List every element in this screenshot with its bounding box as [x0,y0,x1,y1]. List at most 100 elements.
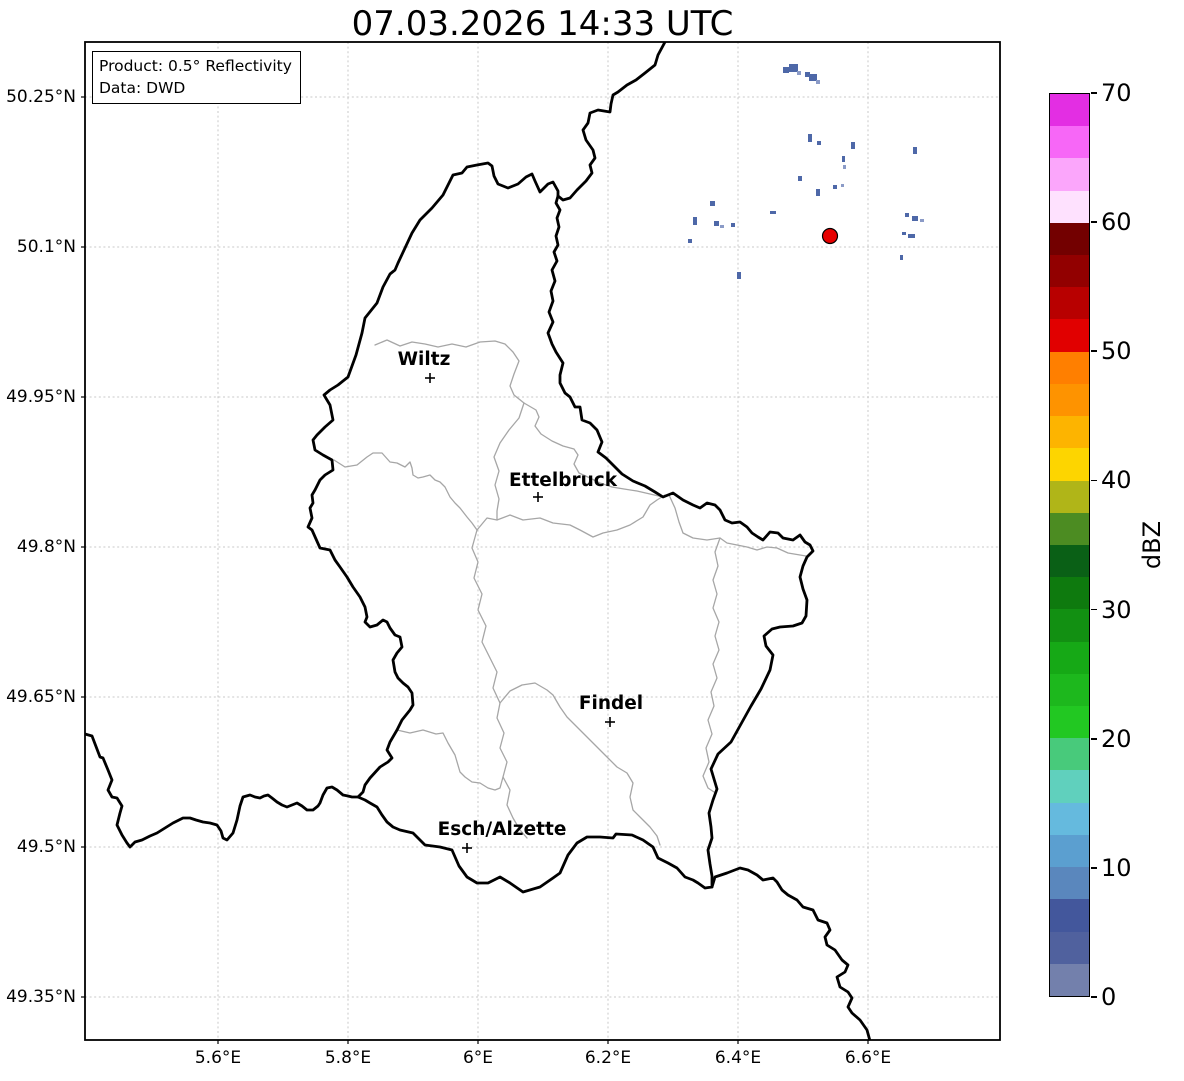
canton-borders [333,339,807,846]
canton-border [493,402,525,521]
canton-border [374,339,664,498]
radar-echo-pixel [789,64,798,72]
radar-echoes [688,64,924,279]
radar-echo-pixel [731,223,735,227]
product-info-box: Product: 0.5° Reflectivity Data: DWD [92,51,301,104]
grid-lines [85,42,1000,1040]
radar-echo-pixel [841,184,844,187]
radar-echo-pixel [805,72,810,77]
canton-border [333,452,478,531]
radar-echo-pixel [770,211,776,214]
colorbar-tick-mark [1091,221,1097,223]
radar-echo-pixel [842,156,845,162]
colorbar-tick-mark [1091,92,1097,94]
colorbar-segment [1050,609,1089,642]
luxembourg-border [306,161,815,894]
country-borders [85,42,872,1040]
colorbar-segment [1050,190,1089,223]
colorbar-tick-mark [1091,996,1097,998]
colorbar-tick-label: 10 [1101,853,1132,882]
radar-echo-pixel [783,67,789,73]
radar-echo-pixel [710,201,715,206]
colorbar-segment [1050,448,1089,481]
colorbar-tick-label: 60 [1101,208,1132,237]
colorbar-segment [1050,93,1089,127]
canton-border [702,537,721,793]
axis-tick-marks [81,96,869,1044]
radar-echo-pixel [797,71,801,75]
radar-echo-pixel [714,221,719,226]
y-tick-label: 49.95°N [6,387,76,407]
y-tick-label: 49.35°N [6,987,76,1007]
colorbar-segment [1050,351,1089,384]
y-tick-label: 49.5°N [16,837,76,857]
y-tick-label: 49.8°N [16,537,76,557]
radar-echo-pixel [720,225,724,228]
radar-echo-pixel [902,232,906,235]
canton-border [471,529,528,839]
product-info-line2: Data: DWD [99,79,186,97]
radar-echo-pixel [688,239,692,243]
colorbar-segment [1050,512,1089,545]
colorbar-tick-mark [1091,737,1097,740]
city-label: Findel [578,693,644,714]
x-tick-label: 5.8°E [324,1048,372,1068]
canton-border [476,494,666,538]
radar-echo-pixel [817,141,821,145]
colorbar-segment [1050,834,1089,868]
colorbar-segment [1050,802,1089,835]
radar-echo-pixel [920,219,924,222]
city-label: Wiltz [397,349,451,370]
colorbar-segment [1050,931,1089,964]
radar-echo-pixel [833,185,837,189]
colorbar-tick-mark [1091,350,1097,353]
radar-echo-pixel [905,213,909,217]
product-info-line1: Product: 0.5° Reflectivity [99,57,292,75]
canton-border [499,682,661,846]
colorbar-segment [1050,899,1089,932]
radar-echo-pixel [908,234,915,238]
colorbar-segment [1050,287,1089,320]
colorbar-segment [1050,641,1089,674]
city-markers [425,373,615,853]
radar-site-marker [821,227,839,245]
colorbar-segment [1050,706,1089,739]
colorbar-tick-label: 50 [1101,337,1132,366]
colorbar-segment [1050,254,1089,288]
radar-echo-pixel [912,216,918,221]
colorbar-segment [1050,770,1089,803]
radar-echo-pixel [913,147,917,154]
colorbar-segment [1050,126,1089,159]
colorbar-segment [1050,416,1089,449]
city-label: Ettelbruck [508,470,618,491]
x-tick-label: 5.6°E [194,1048,242,1068]
canton-border [396,729,504,791]
radar-echo-pixel [816,80,820,84]
figure-title: 07.03.2026 14:33 UTC [351,4,734,44]
x-tick-label: 6.4°E [714,1048,762,1068]
colorbar-segment [1050,963,1089,996]
colorbar-tick-label: 40 [1101,466,1132,495]
colorbar-segment [1050,480,1089,513]
colorbar-segment [1050,867,1089,900]
radar-echo-pixel [798,176,802,181]
radar-echo-pixel [851,142,855,149]
colorbar-tick-mark [1091,867,1097,869]
radar-site-dot [821,227,839,245]
colorbar-tick-label: 70 [1101,79,1132,107]
colorbar-segment [1050,319,1089,352]
colorbar-unit-label: dBZ [1138,520,1166,570]
radar-echo-pixel [843,165,846,169]
colorbar-segment [1050,738,1089,771]
france-belgium-border [85,732,360,849]
city-label: Esch/Alzette [437,819,567,840]
colorbar-segment [1050,158,1089,191]
radar-echo-pixel [816,189,820,196]
y-tick-label: 49.65°N [6,687,76,707]
colorbar-tick-mark [1091,608,1097,611]
plot-frame [84,41,1001,1041]
radar-echo-pixel [808,134,812,142]
x-tick-label: 6°E [462,1048,494,1068]
radar-echo-pixel [809,74,817,81]
